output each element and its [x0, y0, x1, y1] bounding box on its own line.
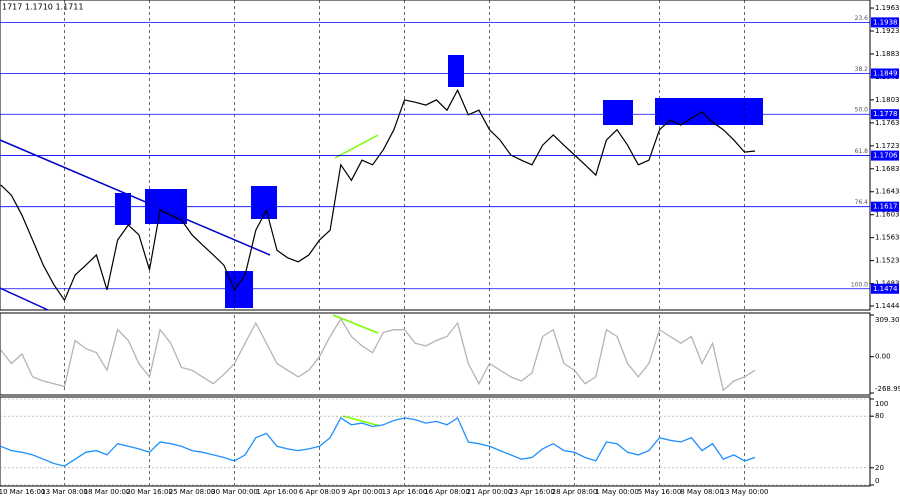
y-tick-label: 1.1483 — [875, 280, 900, 288]
y-tick-label: 80 — [875, 412, 884, 420]
y-tick-label: 100 — [875, 400, 888, 408]
y-tick-label: 0 — [875, 477, 879, 485]
x-tick-label: 5 May 16:00 — [638, 488, 682, 496]
y-tick-label: 1.1923 — [875, 27, 900, 35]
x-tick-label: 13 May 00:00 — [720, 488, 768, 496]
x-tick-label: 28 Apr 08:00 — [552, 488, 598, 496]
price-label: 1.1706 — [873, 152, 898, 160]
trend-line — [0, 139, 271, 256]
series-line — [0, 416, 756, 467]
y-tick-label: 1.1603 — [875, 211, 900, 219]
price-label: 1.1474 — [873, 285, 898, 293]
series-line — [0, 88, 756, 302]
price-box — [871, 68, 899, 79]
price-label: 1.1849 — [873, 69, 898, 77]
y-tick-label: 1.1444 — [875, 302, 900, 310]
x-tick-label: 30 Mar 00:00 — [211, 488, 258, 496]
price-box — [871, 17, 899, 28]
x-tick-label: 23 Apr 16:00 — [509, 488, 555, 496]
main-panel — [0, 0, 871, 311]
y-tick-label: 20 — [875, 464, 884, 472]
y-tick-label: 1.1803 — [875, 96, 900, 104]
y-tick-label: 1.1963 — [875, 4, 900, 12]
box — [603, 100, 633, 125]
annotation-boxes — [115, 55, 763, 308]
x-tick-label: 25 Mar 08:00 — [169, 488, 216, 496]
divergence-line — [334, 134, 379, 159]
x-tick-label: 20 Mar 16:00 — [126, 488, 173, 496]
y-tick-label: 1.1643 — [875, 188, 900, 196]
x-tick-label: 1 Apr 16:00 — [256, 488, 297, 496]
fib-ratio: 38.2 — [855, 66, 869, 73]
y-tick-label: 1.1523 — [875, 257, 900, 265]
series-line — [0, 317, 756, 392]
fib-ratio: 23.6 — [855, 15, 869, 22]
y-tick-label: -268.999 — [875, 385, 900, 393]
x-tick-label: 10 Mar 16:00 — [0, 488, 45, 496]
x-tick-label: 8 May 08:00 — [680, 488, 724, 496]
price-box — [871, 283, 899, 294]
price-label: 1.1617 — [873, 203, 898, 211]
y-tick-label: 0.00 — [875, 353, 891, 361]
y-tick-label: 309.3066 — [875, 316, 900, 324]
fib-ratio: 50.0 — [855, 107, 869, 114]
x-tick-label: 13 Apr 16:00 — [382, 488, 428, 496]
fib-ratio: 76.4 — [855, 199, 869, 206]
y-tick-label: 1.1763 — [875, 119, 900, 127]
y-tick-label: 1.1883 — [875, 50, 900, 58]
x-tick-label: 1 May 00:00 — [595, 488, 639, 496]
y-tick-label: 1.1563 — [875, 234, 900, 242]
y-tick-label: 1.1723 — [875, 142, 900, 150]
box — [655, 98, 763, 125]
price-box — [871, 109, 899, 120]
divergence-line — [342, 415, 381, 427]
price-label: 1.1938 — [873, 18, 898, 26]
x-tick-label: 13 Mar 08:00 — [41, 488, 88, 496]
price-label: 1.1778 — [873, 110, 898, 118]
y-tick-label: 1.1683 — [875, 165, 900, 173]
x-tick-label: 6 Apr 08:00 — [299, 488, 340, 496]
box — [448, 55, 464, 87]
price-box — [871, 150, 899, 161]
chart-title: 1717 1.1710 1.1711 — [2, 3, 83, 12]
fib-ratio: 61.8 — [855, 148, 869, 155]
price-box — [871, 201, 899, 212]
fib-ratio: 100.0 — [851, 281, 868, 288]
box — [115, 193, 131, 225]
trend-line — [0, 287, 49, 311]
divergence-line — [332, 314, 379, 334]
x-tick-label: 18 Mar 00:00 — [84, 488, 131, 496]
x-tick-label: 9 Apr 00:00 — [341, 488, 382, 496]
oscillator-panel — [0, 312, 871, 396]
x-tick-label: 21 Apr 00:00 — [467, 488, 513, 496]
x-tick-label: 16 Apr 08:00 — [424, 488, 470, 496]
rsi-panel — [0, 396, 871, 487]
